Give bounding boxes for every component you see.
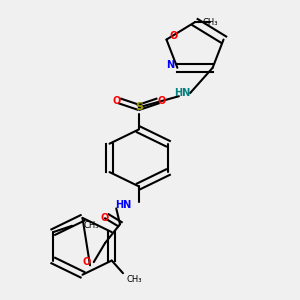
Text: HN: HN	[116, 200, 132, 210]
Text: HN: HN	[175, 88, 191, 98]
Text: CH₃: CH₃	[127, 275, 142, 284]
Text: CH₃: CH₃	[202, 18, 218, 27]
Text: S: S	[135, 102, 143, 112]
Text: O: O	[101, 213, 109, 223]
Text: CH₃: CH₃	[83, 221, 99, 230]
Text: O: O	[82, 257, 90, 267]
Text: O: O	[170, 32, 178, 41]
Text: O: O	[157, 96, 165, 106]
Text: N: N	[166, 60, 174, 70]
Text: O: O	[112, 96, 120, 106]
